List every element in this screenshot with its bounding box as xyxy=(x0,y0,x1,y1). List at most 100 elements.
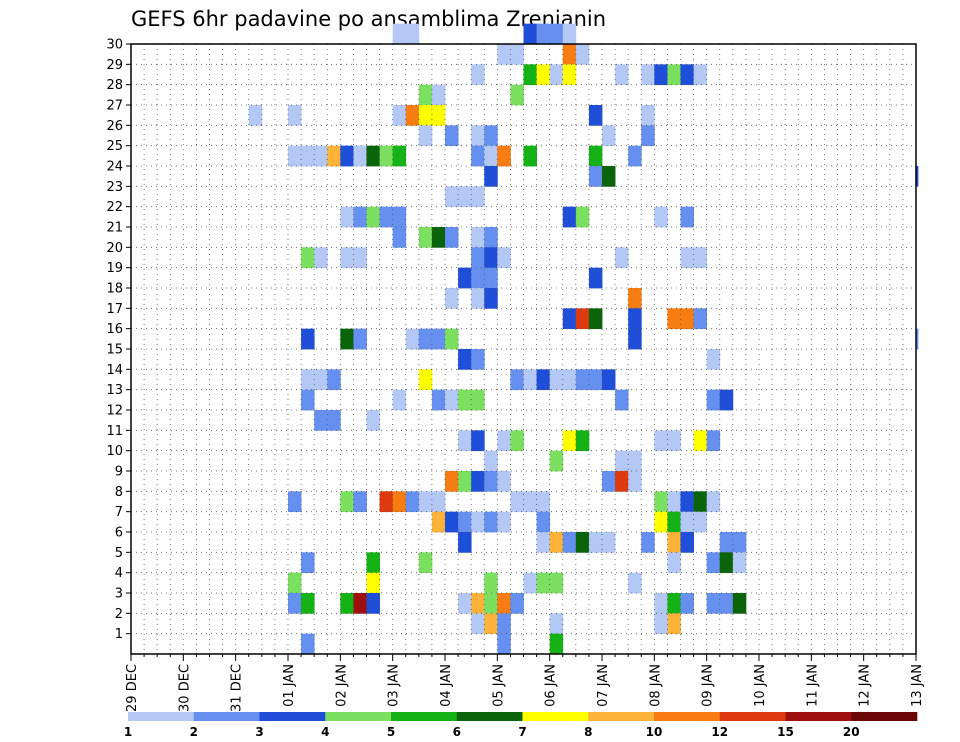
heatmap-cell xyxy=(575,206,590,228)
heatmap-cell xyxy=(732,552,747,574)
y-tick-label: 30 xyxy=(106,38,123,53)
heatmap-cell xyxy=(340,145,354,167)
heatmap-cell xyxy=(706,593,721,614)
heatmap-cell xyxy=(431,491,446,513)
heatmap-cell xyxy=(471,593,485,614)
y-tick-label: 20 xyxy=(106,241,123,256)
grid-layer xyxy=(131,43,916,654)
x-tick-label: 06 JAN xyxy=(544,664,559,707)
heatmap-cell xyxy=(484,613,498,635)
heatmap-cell xyxy=(706,552,721,574)
heatmap-cell xyxy=(719,532,734,553)
heatmap-cell xyxy=(484,227,498,248)
heatmap-cell xyxy=(588,166,603,187)
heatmap-cell xyxy=(536,511,551,533)
colorbar-label: 10 xyxy=(646,725,663,739)
heatmap-cell xyxy=(628,471,642,492)
heatmap-cell xyxy=(497,44,511,65)
heatmap-cell xyxy=(471,186,485,208)
heatmap-cell xyxy=(523,572,537,594)
heatmap-cell xyxy=(628,572,642,594)
heatmap-cell xyxy=(484,572,498,594)
heatmap-cell xyxy=(510,491,524,513)
heatmap-cell xyxy=(693,308,708,330)
heatmap-cell xyxy=(497,471,511,492)
heatmap-cell xyxy=(615,247,629,269)
heatmap-cell xyxy=(392,105,407,126)
heatmap-cell xyxy=(497,247,511,269)
heatmap-cell xyxy=(719,552,734,574)
heatmap-cell xyxy=(301,145,315,167)
heatmap-cell xyxy=(458,349,472,370)
heatmap-cell xyxy=(431,105,446,126)
y-tick-label: 9 xyxy=(115,465,123,480)
heatmap-cell xyxy=(536,23,551,45)
heatmap-cell xyxy=(445,125,459,147)
heatmap-cell xyxy=(615,389,629,411)
heatmap-cell xyxy=(654,593,668,614)
heatmap-cell xyxy=(484,125,498,147)
y-tick-label: 19 xyxy=(106,261,123,276)
heatmap-cell xyxy=(523,145,537,167)
heatmap-cell xyxy=(418,227,433,248)
heatmap-cell xyxy=(536,369,551,391)
heatmap-cell xyxy=(484,471,498,492)
y-tick-label: 22 xyxy=(106,200,123,215)
heatmap-cell xyxy=(471,125,485,147)
heatmap-cell xyxy=(405,491,420,513)
heatmap-cell xyxy=(418,105,433,126)
heatmap-cell xyxy=(301,593,315,614)
x-tick-label: 04 JAN xyxy=(439,664,454,707)
heatmap-cell xyxy=(471,430,485,452)
heatmap-cell xyxy=(588,308,603,330)
heatmap-cell xyxy=(497,511,511,533)
x-tick-label: 29 DEC xyxy=(125,664,140,712)
heatmap-cell xyxy=(484,593,498,614)
x-tick-label: 11 JAN xyxy=(805,664,820,707)
heatmap-cell xyxy=(602,532,616,553)
heatmap-cell xyxy=(497,145,511,167)
heatmap-cell xyxy=(654,491,668,513)
heatmap-cell xyxy=(353,206,367,228)
heatmap-cell xyxy=(536,532,551,553)
heatmap-cell xyxy=(667,511,681,533)
heatmap-cell xyxy=(575,44,590,65)
heatmap-cell xyxy=(549,613,564,635)
heatmap-cell xyxy=(549,64,564,86)
heatmap-cell xyxy=(471,389,485,411)
heatmap-cell xyxy=(301,633,315,655)
heatmap-cell xyxy=(405,105,420,126)
heatmap-cell xyxy=(562,369,577,391)
heatmap-cell xyxy=(497,593,511,614)
heatmap-cell xyxy=(549,369,564,391)
x-tick-label: 10 JAN xyxy=(753,664,768,707)
heatmap-cell xyxy=(484,450,498,472)
heatmap-cell xyxy=(379,206,394,228)
cells-layer xyxy=(248,23,919,655)
heatmap-cell xyxy=(641,532,655,553)
y-tick-label: 3 xyxy=(115,587,123,602)
heatmap-cell xyxy=(458,389,472,411)
heatmap-cell xyxy=(392,206,407,228)
heatmap-cell xyxy=(549,633,564,655)
heatmap-cell xyxy=(641,125,655,147)
heatmap-cell xyxy=(615,64,629,86)
heatmap-cell xyxy=(484,511,498,533)
heatmap-cell xyxy=(693,430,708,452)
heatmap-cell xyxy=(549,572,564,594)
heatmap-cell xyxy=(379,491,394,513)
heatmap-cell xyxy=(680,308,694,330)
heatmap-cell xyxy=(588,532,603,553)
heatmap-cell xyxy=(654,206,668,228)
heatmap-cell xyxy=(497,613,511,635)
heatmap-cell xyxy=(536,491,551,513)
x-tick-label: 03 JAN xyxy=(387,664,402,707)
colorbar-swatch xyxy=(325,712,392,721)
heatmap-cell xyxy=(510,369,524,391)
heatmap-cell xyxy=(680,64,694,86)
heatmap-cell xyxy=(458,511,472,533)
heatmap-cell xyxy=(471,267,485,289)
heatmap-cell xyxy=(301,328,315,350)
heatmap-cell xyxy=(314,247,328,269)
